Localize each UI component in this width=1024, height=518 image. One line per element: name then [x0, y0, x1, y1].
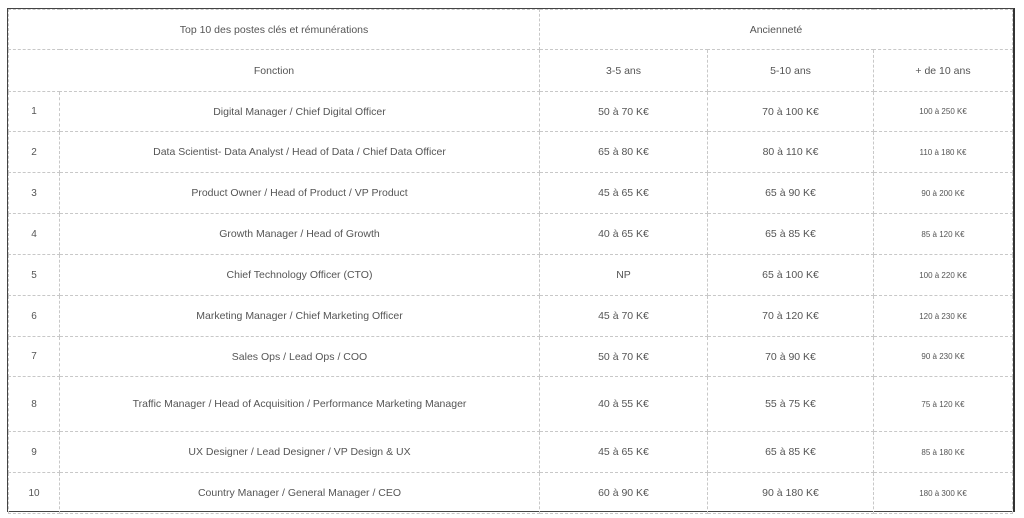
rank-cell: 5: [8, 254, 60, 296]
salary-table: Top 10 des postes clés et rémunérations …: [8, 9, 1013, 514]
salary-10plus-cell: 75 à 120 K€: [873, 376, 1013, 432]
salary-10plus-cell: 120 à 230 K€: [873, 295, 1013, 337]
table-title: Top 10 des postes clés et rémunérations: [8, 9, 540, 50]
salary-5-10-cell: 90 à 180 K€: [707, 472, 874, 514]
function-header: Fonction: [8, 49, 540, 92]
salary-3-5-cell: 45 à 70 K€: [539, 295, 708, 337]
rank-cell: 1: [8, 91, 60, 132]
table-row: 7 Sales Ops / Lead Ops / COO 50 à 70 K€ 70 …: [8, 336, 1013, 377]
table-row: 5 Chief Technology Officer (CTO) NP 65 à 10…: [8, 254, 1013, 296]
table-row: 1 Digital Manager / Chief Digital Officer…: [8, 91, 1013, 132]
salary-5-10-cell: 65 à 90 K€: [707, 172, 874, 214]
table-row: 8 Traffic Manager / Head of Acquisition /…: [8, 376, 1013, 432]
salary-3-5-cell: 45 à 65 K€: [539, 172, 708, 214]
function-cell: Chief Technology Officer (CTO): [59, 254, 540, 296]
column-header-3-5: 3-5 ans: [539, 49, 708, 92]
function-cell: Digital Manager / Chief Digital Officer: [59, 91, 540, 132]
rank-cell: 2: [8, 131, 60, 173]
column-header-row: Fonction 3-5 ans 5-10 ans + de 10 ans: [8, 49, 1013, 92]
rank-cell: 6: [8, 295, 60, 337]
function-cell: Traffic Manager / Head of Acquisition / …: [59, 376, 540, 432]
table-row: 6 Marketing Manager / Chief Marketing Off…: [8, 295, 1013, 337]
salary-3-5-cell: 60 à 90 K€: [539, 472, 708, 514]
rank-cell: 8: [8, 376, 60, 432]
function-cell: Marketing Manager / Chief Marketing Offi…: [59, 295, 540, 337]
seniority-header: Ancienneté: [539, 9, 1013, 50]
salary-5-10-cell: 70 à 120 K€: [707, 295, 874, 337]
salary-3-5-cell: 40 à 55 K€: [539, 376, 708, 432]
salary-10plus-cell: 180 à 300 K€: [873, 472, 1013, 514]
function-cell: Growth Manager / Head of Growth: [59, 213, 540, 255]
salary-5-10-cell: 65 à 85 K€: [707, 213, 874, 255]
salary-3-5-cell: 40 à 65 K€: [539, 213, 708, 255]
salary-table-frame: Top 10 des postes clés et rémunérations …: [7, 8, 1015, 514]
column-header-5-10: 5-10 ans: [707, 49, 874, 92]
salary-10plus-cell: 85 à 180 K€: [873, 431, 1013, 473]
salary-10plus-cell: 90 à 200 K€: [873, 172, 1013, 214]
table-row: 3 Product Owner / Head of Product / VP Pr…: [8, 172, 1013, 214]
salary-3-5-cell: 50 à 70 K€: [539, 91, 708, 132]
table-row: 9 UX Designer / Lead Designer / VP Design…: [8, 431, 1013, 473]
column-header-10plus: + de 10 ans: [873, 49, 1013, 92]
salary-3-5-cell: NP: [539, 254, 708, 296]
salary-3-5-cell: 50 à 70 K€: [539, 336, 708, 377]
salary-10plus-cell: 110 à 180 K€: [873, 131, 1013, 173]
rank-cell: 7: [8, 336, 60, 377]
salary-3-5-cell: 65 à 80 K€: [539, 131, 708, 173]
function-cell: Product Owner / Head of Product / VP Pro…: [59, 172, 540, 214]
salary-5-10-cell: 80 à 110 K€: [707, 131, 874, 173]
rank-cell: 10: [8, 472, 60, 514]
function-cell: Country Manager / General Manager / CEO: [59, 472, 540, 514]
salary-3-5-cell: 45 à 65 K€: [539, 431, 708, 473]
function-cell: Data Scientist- Data Analyst / Head of D…: [59, 131, 540, 173]
rank-cell: 4: [8, 213, 60, 255]
salary-10plus-cell: 90 à 230 K€: [873, 336, 1013, 377]
salary-10plus-cell: 100 à 220 K€: [873, 254, 1013, 296]
salary-5-10-cell: 55 à 75 K€: [707, 376, 874, 432]
table-row: 2 Data Scientist- Data Analyst / Head of …: [8, 131, 1013, 173]
salary-5-10-cell: 65 à 100 K€: [707, 254, 874, 296]
rank-cell: 3: [8, 172, 60, 214]
table-row: 10 Country Manager / General Manager / CE…: [8, 472, 1013, 514]
rank-cell: 9: [8, 431, 60, 473]
salary-5-10-cell: 70 à 100 K€: [707, 91, 874, 132]
function-cell: UX Designer / Lead Designer / VP Design …: [59, 431, 540, 473]
salary-10plus-cell: 85 à 120 K€: [873, 213, 1013, 255]
salary-10plus-cell: 100 à 250 K€: [873, 91, 1013, 132]
function-cell: Sales Ops / Lead Ops / COO: [59, 336, 540, 377]
table-row: 4 Growth Manager / Head of Growth 40 à 65 …: [8, 213, 1013, 255]
salary-5-10-cell: 65 à 85 K€: [707, 431, 874, 473]
salary-5-10-cell: 70 à 90 K€: [707, 336, 874, 377]
title-row: Top 10 des postes clés et rémunérations …: [8, 9, 1013, 50]
